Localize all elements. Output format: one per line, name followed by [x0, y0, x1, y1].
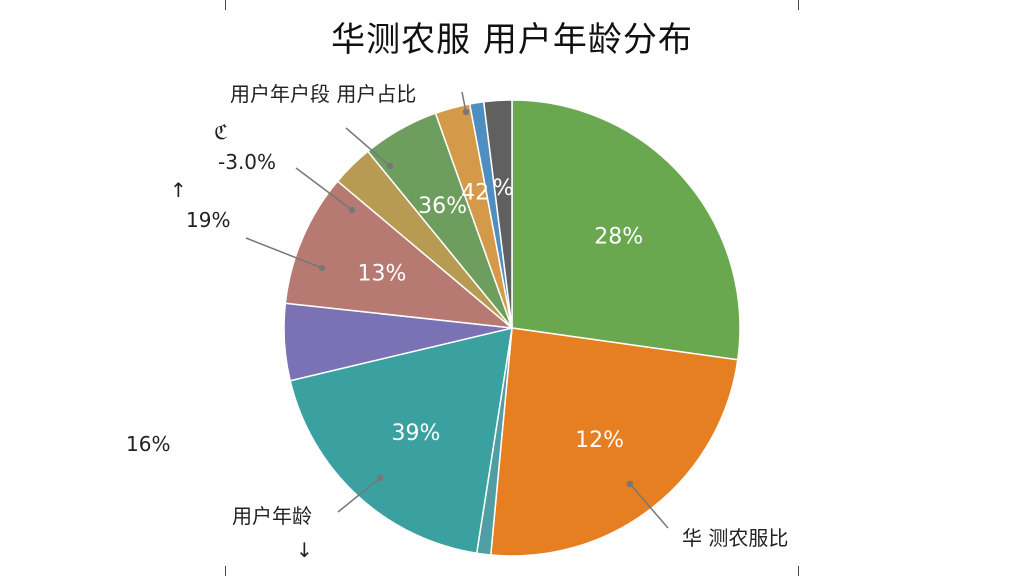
frame-tick-top-right: [798, 0, 799, 10]
leader-dot-2: [348, 206, 356, 214]
annotation-16: 16%: [126, 432, 171, 456]
up-arrow-icon: ↑: [170, 178, 187, 202]
slice-label-7: 36%: [418, 194, 467, 219]
leader-lines: [245, 91, 669, 529]
pie-slice-5: [284, 180, 515, 330]
annotation-right-label: 华 测农服比: [682, 526, 789, 550]
leader-line-3: [245, 237, 323, 269]
pie-slice-1: [489, 327, 739, 557]
chart-title: 华测农服 用户年龄分布: [331, 20, 693, 60]
slice-label-5: 13%: [358, 261, 407, 286]
pie-slice-10: [482, 99, 513, 329]
leader-dot-4: [376, 474, 384, 482]
pie-slice-3: [289, 327, 513, 555]
frame-tick-top-left: [225, 0, 226, 10]
down-arrow-icon: ↓: [296, 538, 313, 562]
frame-tick-bottom-left: [225, 566, 226, 576]
leader-dot-5: [626, 480, 634, 488]
slice-label-1: 12%: [575, 428, 624, 453]
slice-labels: 28% 12% 39% 13% 36%42%: [358, 176, 644, 453]
leader-dot-1: [386, 162, 394, 170]
leader-line-1: [345, 127, 391, 167]
pie-slice-0: [511, 99, 741, 361]
annotation-age-label: 用户年龄: [232, 504, 312, 528]
leader-dot-0: [462, 108, 470, 116]
leader-line-4: [337, 477, 381, 513]
annotation-top-label: 用户年户段 用户占比: [230, 82, 417, 106]
pie-slices: [283, 99, 741, 557]
leader-dot-3: [318, 264, 326, 272]
leader-line-2: [295, 167, 353, 211]
annotation-19: 19%: [186, 208, 231, 232]
slice-label-3: 39%: [392, 421, 441, 446]
frame-tick-bottom-right: [798, 566, 799, 576]
leader-line-5: [629, 483, 669, 529]
annotation-neg: -3.0%: [218, 150, 277, 174]
annotation-symbol: ℭ: [214, 120, 229, 144]
slice-label-10: %: [493, 176, 514, 201]
slice-label-0: 28%: [594, 224, 643, 249]
slice-label-8: 42: [461, 181, 489, 206]
leader-line-0: [461, 91, 467, 113]
